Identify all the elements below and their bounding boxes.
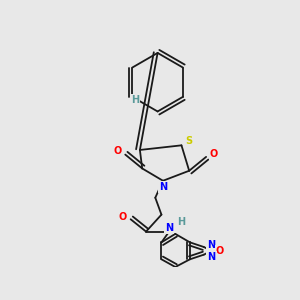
Text: N: N [165, 223, 173, 233]
Text: O: O [113, 146, 122, 157]
Text: S: S [186, 136, 193, 146]
Text: H: H [177, 217, 185, 227]
Text: O: O [210, 149, 218, 159]
Text: N: N [207, 252, 216, 262]
Text: O: O [216, 246, 224, 256]
Text: H: H [131, 95, 139, 105]
Text: O: O [119, 212, 127, 222]
Text: N: N [159, 182, 167, 192]
Text: N: N [207, 240, 216, 250]
